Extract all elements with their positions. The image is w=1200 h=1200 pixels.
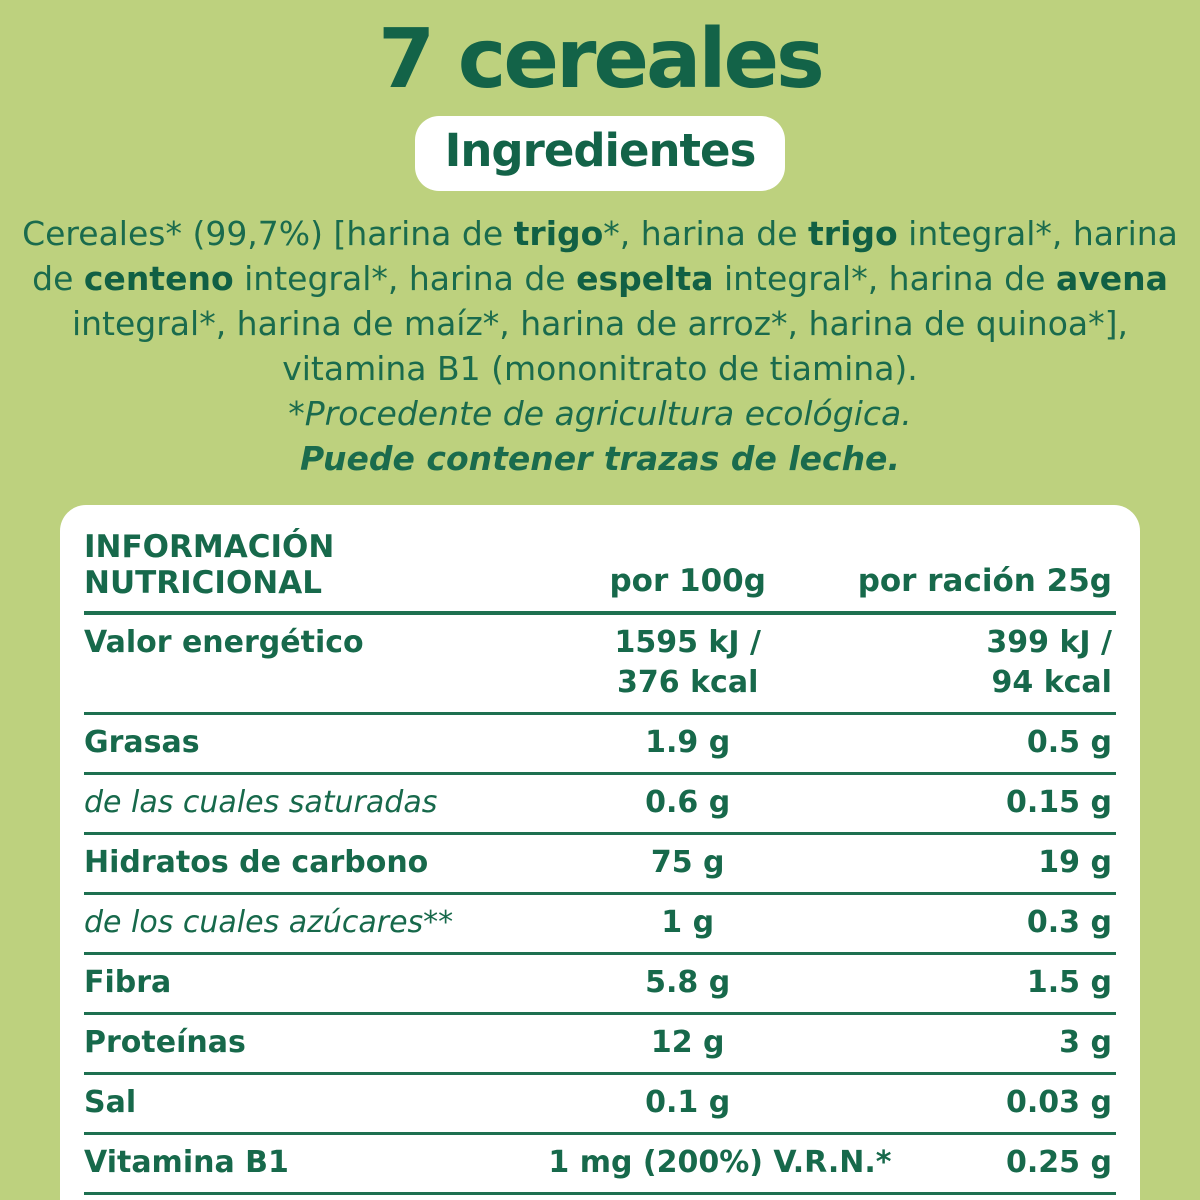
header-informacion-nutricional: INFORMACIÓN NUTRICIONAL	[84, 528, 335, 601]
table-row-azucares: de los cuales azúcares** 1 g 0.3 g	[84, 895, 1116, 955]
row-per100-value: 5.8 g	[645, 964, 731, 1000]
nutrition-card: INFORMACIÓN NUTRICIONAL por 100g por rac…	[60, 504, 1140, 1200]
ingredients-text: *, harina de	[603, 213, 809, 253]
traces-note: Puede contener trazas de leche.	[300, 438, 900, 478]
row-label: de los cuales azúcares**	[84, 904, 454, 940]
header-por-racion-25g: por ración 25g	[857, 562, 1112, 599]
ingredients-line-3: integral*, harina de maíz*, harina de ar…	[0, 301, 1200, 346]
row-per25-value: 19 g	[1038, 844, 1112, 880]
nutrition-table-header: INFORMACIÓN NUTRICIONAL por 100g por rac…	[84, 517, 1116, 615]
ingredients-line-4: vitamina B1 (mononitrato de tiamina).	[0, 346, 1200, 391]
ingredient-bold-centeno: centeno	[83, 258, 234, 298]
ingredients-text: vitamina B1 (mononitrato de tiamina).	[282, 348, 918, 388]
row-label: de las cuales saturadas	[84, 784, 438, 820]
ingredient-bold-trigo-integral: trigo	[808, 213, 898, 253]
row-per100-value: 1595 kJ / 376 kcal	[614, 624, 761, 700]
table-row-valor-energetico: Valor energético 1595 kJ / 376 kcal 399 …	[84, 615, 1116, 715]
row-per25-value: 1.5 g	[1026, 964, 1112, 1000]
row-per100-value: 12 g	[650, 1024, 725, 1060]
row-per100-value: 75 g	[650, 844, 725, 880]
ingredients-line-1: Cereales* (99,7%) [harina de trigo*, har…	[0, 211, 1200, 256]
row-per25-value: 0.3 g	[1026, 904, 1112, 940]
table-row-grasas: Grasas 1.9 g 0.5 g	[84, 715, 1116, 775]
ingredients-text: integral*, harina de maíz*, harina de ar…	[71, 303, 1129, 343]
ingredients-text: de	[32, 258, 84, 298]
row-label: Fibra	[84, 964, 172, 1000]
table-row-proteinas: Proteínas 12 g 3 g	[84, 1015, 1116, 1075]
ingredients-text: integral*, harina	[897, 213, 1178, 253]
header-por-100g: por 100g	[609, 562, 766, 599]
row-label: Proteínas	[84, 1024, 246, 1060]
row-per25-value: 0.03 g	[1006, 1084, 1112, 1120]
product-title: 7 cereales	[378, 12, 825, 107]
row-label: Sal	[84, 1084, 137, 1120]
row-per25-value: 399 kJ / 94 kcal	[986, 624, 1112, 700]
row-per100-value: 0.6 g	[645, 784, 731, 820]
table-row-sal: Sal 0.1 g 0.03 g	[84, 1075, 1116, 1135]
ingredients-text: integral*, harina de	[713, 258, 1056, 298]
row-per25-value: 3 g	[1059, 1024, 1112, 1060]
row-label: Valor energético	[84, 624, 364, 660]
ingredients-line-2: de centeno integral*, harina de espelta …	[0, 256, 1200, 301]
row-per100-value: 0.1 g	[645, 1084, 731, 1120]
table-row-fibra: Fibra 5.8 g 1.5 g	[84, 955, 1116, 1015]
ingredient-bold-avena: avena	[1055, 258, 1168, 298]
row-per100-value: 1 mg (200%) V.R.N.*	[548, 1144, 892, 1180]
ingredients-badge: Ingredientes	[414, 115, 786, 191]
organic-note: *Procedente de agricultura ecológica.	[288, 393, 912, 433]
row-per100-value: 1 g	[661, 904, 715, 940]
row-label: Vitamina B1	[84, 1144, 289, 1180]
ingredients-text: integral*, harina de	[233, 258, 577, 298]
ingredient-bold-espelta: espelta	[576, 258, 714, 298]
ingredients-text: Cereales* (99,7%) [harina de	[22, 213, 514, 253]
table-row-saturadas: de las cuales saturadas 0.6 g 0.15 g	[84, 775, 1116, 835]
row-label: Grasas	[84, 724, 200, 760]
row-label: Hidratos de carbono	[84, 844, 429, 880]
table-row-vitamina-b1: Vitamina B1 1 mg (200%) V.R.N.* 0.25 g	[84, 1135, 1116, 1195]
row-per25-value: 0.15 g	[1006, 784, 1112, 820]
row-per100-value: 1.9 g	[645, 724, 731, 760]
ingredient-bold-trigo: trigo	[513, 213, 604, 253]
ingredients-paragraph: Cereales* (99,7%) [harina de trigo*, har…	[0, 211, 1200, 481]
ingredients-badge-container: Ingredientes	[0, 115, 1200, 191]
row-per25-value: 0.5 g	[1026, 724, 1112, 760]
row-per25-value: 0.25 g	[1006, 1144, 1112, 1180]
table-row-hidratos: Hidratos de carbono 75 g 19 g	[84, 835, 1116, 895]
